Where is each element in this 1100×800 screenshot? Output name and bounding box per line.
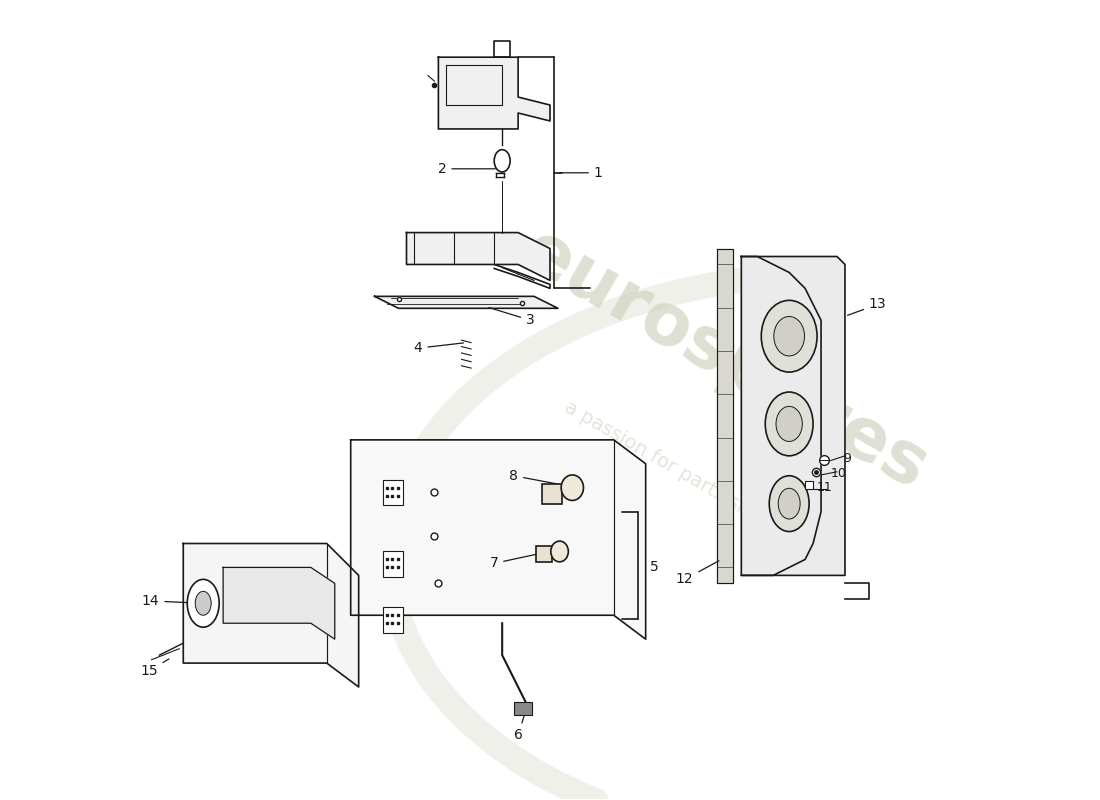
Ellipse shape bbox=[187, 579, 219, 627]
Polygon shape bbox=[375, 296, 558, 308]
Text: 6: 6 bbox=[514, 712, 526, 742]
Text: 4: 4 bbox=[414, 341, 463, 355]
Ellipse shape bbox=[561, 475, 583, 501]
Polygon shape bbox=[184, 543, 359, 687]
Ellipse shape bbox=[778, 488, 800, 519]
Text: 7: 7 bbox=[490, 554, 539, 570]
Text: 11: 11 bbox=[816, 481, 832, 494]
Text: 5: 5 bbox=[650, 561, 659, 574]
Ellipse shape bbox=[769, 476, 810, 531]
Text: 13: 13 bbox=[848, 298, 887, 315]
Ellipse shape bbox=[766, 392, 813, 456]
Polygon shape bbox=[741, 257, 821, 575]
FancyBboxPatch shape bbox=[805, 482, 813, 490]
Polygon shape bbox=[407, 233, 550, 281]
Text: 15: 15 bbox=[140, 659, 169, 678]
Polygon shape bbox=[741, 257, 845, 575]
Ellipse shape bbox=[551, 541, 569, 562]
Text: 9: 9 bbox=[844, 453, 851, 466]
Polygon shape bbox=[223, 567, 334, 639]
Text: eurospares: eurospares bbox=[510, 216, 940, 504]
Polygon shape bbox=[439, 57, 550, 129]
Text: 8: 8 bbox=[509, 469, 562, 485]
Text: 10: 10 bbox=[830, 467, 847, 480]
Ellipse shape bbox=[776, 406, 802, 442]
Ellipse shape bbox=[494, 150, 510, 172]
Ellipse shape bbox=[761, 300, 817, 372]
Polygon shape bbox=[717, 249, 734, 583]
Text: 1: 1 bbox=[559, 166, 603, 180]
Text: 2: 2 bbox=[438, 162, 495, 176]
Ellipse shape bbox=[195, 591, 211, 615]
Text: 3: 3 bbox=[488, 307, 535, 327]
Text: 12: 12 bbox=[675, 561, 719, 586]
Text: a passion for parts since 1985: a passion for parts since 1985 bbox=[561, 398, 826, 562]
Polygon shape bbox=[536, 546, 551, 562]
Ellipse shape bbox=[773, 317, 804, 356]
Polygon shape bbox=[351, 440, 646, 639]
Polygon shape bbox=[542, 484, 562, 504]
Polygon shape bbox=[383, 607, 403, 633]
Polygon shape bbox=[383, 480, 403, 506]
Text: 14: 14 bbox=[142, 594, 200, 608]
Polygon shape bbox=[383, 551, 403, 577]
FancyBboxPatch shape bbox=[514, 702, 531, 715]
